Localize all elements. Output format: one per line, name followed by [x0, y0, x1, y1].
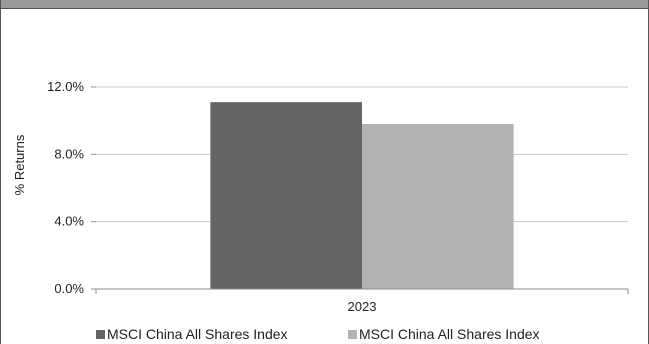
legend: MSCI China All Shares Index MSCI China A… [0, 326, 649, 344]
bar-series-1 [210, 102, 362, 290]
x-tick-label: 2023 [348, 299, 377, 314]
y-tick-label: 0.0% [54, 281, 84, 296]
axes: 0.0% 4.0% 8.0% 12.0% 2023 [47, 79, 629, 314]
legend-swatch-light [348, 329, 357, 339]
legend-item-series-1: MSCI China All Shares Index [96, 326, 288, 342]
y-axis-title: % Returns [12, 134, 27, 195]
legend-label-series-1: MSCI China All Shares Index [107, 326, 288, 342]
bars [210, 102, 514, 290]
y-tick-label: 4.0% [54, 214, 84, 229]
bar-series-2 [362, 124, 514, 290]
y-tick-label: 8.0% [54, 146, 84, 161]
left-border [0, 0, 1, 344]
legend-swatch-dark [96, 329, 105, 339]
legend-item-series-2: MSCI China All Shares Index [348, 326, 540, 342]
legend-label-series-2: MSCI China All Shares Index [359, 326, 540, 342]
header-band [0, 0, 649, 9]
y-tick-label: 12.0% [47, 79, 84, 94]
